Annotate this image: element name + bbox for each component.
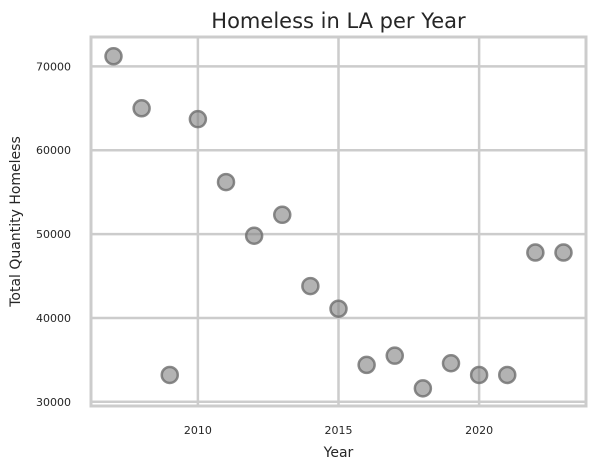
x-tick-label: 2010 bbox=[184, 424, 212, 437]
data-point bbox=[441, 353, 461, 373]
x-axis-ticks: 2010 2015 2020 bbox=[184, 424, 493, 437]
data-point bbox=[188, 109, 208, 129]
data-point bbox=[498, 365, 517, 385]
data-point bbox=[526, 243, 545, 262]
y-tick-label: 30000 bbox=[36, 396, 71, 409]
data-point bbox=[244, 226, 264, 246]
x-tick-label: 2015 bbox=[325, 424, 353, 437]
data-point bbox=[160, 365, 179, 385]
grid bbox=[91, 37, 586, 406]
data-point bbox=[554, 243, 573, 262]
x-axis-label: Year bbox=[323, 445, 354, 461]
y-tick-label: 70000 bbox=[36, 60, 71, 73]
chart-title: Homeless in LA per Year bbox=[211, 9, 466, 33]
y-axis-ticks: 30000 40000 50000 60000 70000 bbox=[36, 60, 71, 408]
y-tick-label: 60000 bbox=[36, 144, 71, 157]
data-point bbox=[132, 99, 151, 118]
data-point bbox=[273, 205, 292, 225]
data-points bbox=[104, 47, 573, 398]
y-axis-label: Total Quantity Homeless bbox=[8, 136, 24, 308]
data-point bbox=[469, 365, 489, 385]
plot-frame bbox=[89, 35, 588, 408]
data-point bbox=[216, 172, 236, 192]
data-point bbox=[385, 346, 404, 365]
data-point bbox=[104, 47, 123, 66]
y-tick-label: 50000 bbox=[36, 228, 71, 241]
x-tick-label: 2020 bbox=[465, 424, 493, 437]
y-tick-label: 40000 bbox=[36, 312, 71, 325]
data-point bbox=[329, 299, 348, 318]
data-point bbox=[357, 355, 376, 375]
data-point bbox=[413, 379, 433, 398]
data-point bbox=[301, 276, 320, 296]
